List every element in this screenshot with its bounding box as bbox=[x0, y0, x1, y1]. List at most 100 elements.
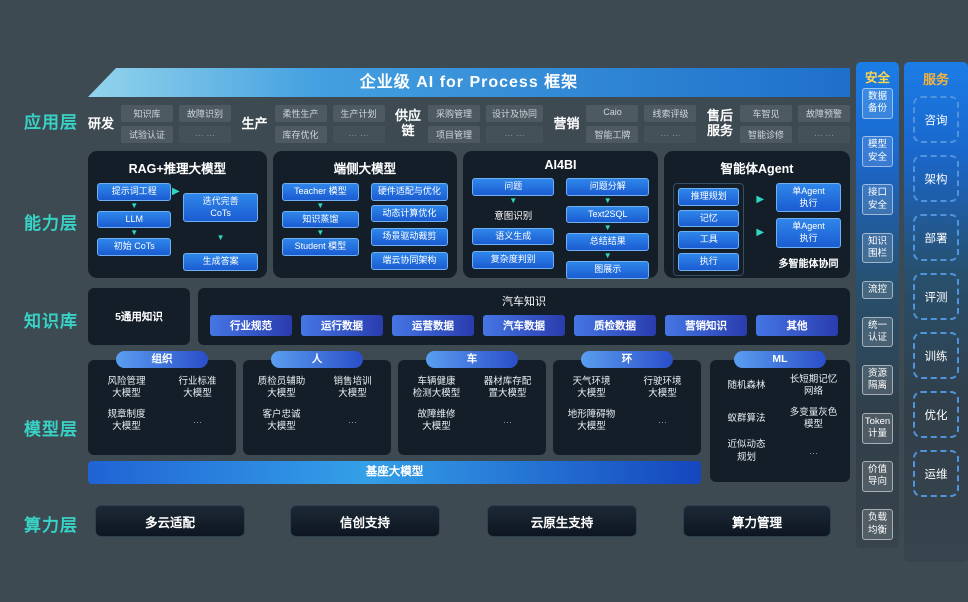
app-item: 库存优化 bbox=[274, 126, 327, 143]
ai4bi-left-column: 问题 ▼ 意图识别 语义生成 复杂度判别 bbox=[471, 178, 555, 270]
app-group-items: 柔性生产 生产计划 库存优化 … … bbox=[274, 105, 385, 143]
app-item: 车智见 bbox=[739, 105, 792, 122]
app-item: 智能工牌 bbox=[586, 126, 639, 143]
edge-left-column: Teacher 模型 ▼ 知识蒸馏 ▼ Student 模型 bbox=[281, 183, 359, 271]
agent-component: 推理规划 bbox=[678, 188, 740, 206]
app-item: 项目管理 bbox=[427, 126, 480, 143]
ai4bi-step: 复杂度判别 bbox=[471, 251, 555, 270]
arrow-down-icon: ▼ bbox=[130, 228, 139, 238]
rag-left-column: 提示词工程 ▼ LLM ▼ 初始 CoTs bbox=[97, 183, 172, 271]
security-item: 资源隔离 bbox=[862, 364, 893, 396]
model-item: 随机森林 bbox=[727, 380, 766, 392]
ai4bi-box-title: AI4BI bbox=[544, 158, 577, 172]
arrow-down-icon: ▼ bbox=[603, 195, 612, 205]
app-item: 试验认证 bbox=[121, 126, 174, 143]
ai4bi-step-text: 意图识别 bbox=[494, 210, 533, 222]
layer-label-knowledge: 知识库 bbox=[24, 312, 78, 331]
model-group-items: 风险管理 大模型 行业标准 大模型 规章制度 大模型 … bbox=[88, 360, 236, 439]
model-group-tag: 组织 bbox=[116, 351, 208, 368]
model-item: 客户忠诚 大模型 bbox=[262, 408, 301, 433]
agent-box-title: 智能体Agent bbox=[720, 162, 794, 176]
model-group-environment: 环 天气环境 大模型 行驶环境 大模型 地形障碍物 大模型 … bbox=[553, 351, 701, 455]
layer-label-model: 模型层 bbox=[24, 420, 78, 439]
model-item-more: … bbox=[192, 414, 203, 426]
auto-knowledge-title: 汽车知识 bbox=[502, 296, 546, 308]
rag-step: LLM bbox=[97, 210, 172, 229]
arrow-right-icon: ▶ bbox=[756, 226, 765, 238]
model-item: 近似动态 规划 bbox=[727, 439, 766, 463]
ai4bi-step: 总结结果 bbox=[566, 233, 649, 252]
ai4bi-step: 问题分解 bbox=[566, 178, 649, 196]
app-item-more: … … bbox=[485, 126, 543, 143]
edge-step: 知识蒸馏 bbox=[281, 210, 359, 229]
general-knowledge-box: 5通用知识 bbox=[88, 288, 190, 345]
model-group-people: 人 质检员辅助 大模型 销售培训 大模型 客户忠诚 大模型 … bbox=[243, 351, 391, 455]
model-item: 故障维修 大模型 bbox=[417, 408, 456, 433]
ai4bi-step: 问题 bbox=[471, 178, 555, 196]
app-group-label: 售后 服务 bbox=[706, 108, 733, 138]
rag-step: 迭代完善 CoTs bbox=[183, 193, 258, 223]
model-item: 规章制度 大模型 bbox=[107, 408, 146, 433]
app-item: 智能诊修 bbox=[739, 126, 792, 143]
security-column-title: 安全 bbox=[864, 71, 890, 85]
edge-model-box: 端侧大模型 Teacher 模型 ▼ 知识蒸馏 ▼ Student 模型 硬件适… bbox=[272, 151, 457, 278]
rag-right-column: 迭代完善 CoTs ▼ 生成答案 bbox=[183, 193, 258, 271]
model-item: 器材库存配 置大模型 bbox=[483, 376, 532, 400]
arrow-down-icon: ▼ bbox=[130, 200, 139, 210]
app-group-production: 生产 柔性生产 生产计划 库存优化 … … bbox=[241, 101, 385, 147]
security-items: 数据备份 模型安全 接口安全 知识围栏 流控 统一认证 资源隔离 Token计量… bbox=[856, 88, 899, 540]
arrow-down-icon: ▼ bbox=[216, 232, 225, 242]
security-item: 数据备份 bbox=[862, 88, 893, 119]
service-item: 训练 bbox=[913, 332, 959, 379]
compute-item-multicloud: 多云适配 bbox=[95, 505, 245, 537]
rag-step: 生成答案 bbox=[183, 253, 258, 271]
model-item: 车辆健康 检测大模型 bbox=[412, 376, 461, 400]
app-group-label: 生产 bbox=[241, 115, 268, 131]
model-group-tag: 车 bbox=[426, 351, 518, 368]
capability-layer-row: RAG+推理大模型 ▶ 提示词工程 ▼ LLM ▼ 初始 CoTs 迭代完善 C… bbox=[88, 151, 850, 279]
layer-label-compute: 算力层 bbox=[24, 516, 78, 535]
service-item: 优化 bbox=[913, 391, 959, 438]
app-item: 故障识别 bbox=[179, 105, 232, 122]
app-group-items: Caio 线索评级 智能工牌 … … bbox=[586, 105, 697, 143]
knowledge-pill: 质检数据 bbox=[574, 315, 656, 336]
model-group-tag: 环 bbox=[581, 351, 673, 368]
edge-step: Teacher 模型 bbox=[281, 183, 359, 201]
agent-box: 智能体Agent 推理规划 记忆 工具 执行 ▶ ▶ 单Agent 执行 单 bbox=[664, 151, 850, 278]
model-item: 行驶环境 大模型 bbox=[643, 376, 682, 400]
edge-right-column: 硬件适配与优化 动态计算优化 场景驱动裁剪 端云协同架构 bbox=[370, 183, 448, 271]
compute-item-management: 算力管理 bbox=[683, 505, 831, 537]
model-item-more: … bbox=[347, 414, 358, 426]
agent-right-column: 单Agent 执行 单Agent 执行 多智能体协同 bbox=[776, 183, 841, 271]
model-group-items: 随机森林 长短期记忆 网络 蚁群算法 多变量灰色 模型 近似动态 规划 … bbox=[710, 360, 850, 470]
rag-model-box: RAG+推理大模型 ▶ 提示词工程 ▼ LLM ▼ 初始 CoTs 迭代完善 C… bbox=[88, 151, 267, 278]
app-group-items: 知识库 故障识别 试验认证 … … bbox=[121, 105, 232, 143]
ai4bi-step: Text2SQL bbox=[566, 205, 649, 224]
agent-arrows: ▶ ▶ bbox=[756, 183, 764, 271]
model-item: 质检员辅助 大模型 bbox=[257, 376, 306, 400]
layer-label-capability: 能力层 bbox=[24, 214, 78, 233]
app-item: 知识库 bbox=[121, 105, 174, 122]
edge-step: 端云协同架构 bbox=[370, 252, 448, 270]
model-group-items: 车辆健康 检测大模型 器材库存配 置大模型 故障维修 大模型 … bbox=[398, 360, 546, 439]
security-item: 模型安全 bbox=[862, 136, 893, 167]
compute-item-cloudnative: 云原生支持 bbox=[487, 505, 637, 537]
edge-step: 场景驱动裁剪 bbox=[370, 228, 448, 247]
rag-step: 提示词工程 bbox=[97, 183, 172, 201]
service-item: 运维 bbox=[913, 450, 959, 497]
app-item: 生产计划 bbox=[332, 105, 385, 122]
framework-title-banner: 企业级 AI for Process 框架 bbox=[88, 68, 850, 97]
app-item-more: … … bbox=[644, 126, 697, 143]
app-group-items: 车智见 故障预警 智能诊修 … … bbox=[739, 105, 850, 143]
compute-item-xinchuang: 信创支持 bbox=[290, 505, 440, 537]
security-item: 接口安全 bbox=[862, 184, 893, 216]
ai4bi-right-column: 问题分解 ▼ Text2SQL ▼ 总结结果 ▼ 图展示 bbox=[566, 178, 649, 279]
rag-box-title: RAG+推理大模型 bbox=[128, 162, 227, 176]
agent-component: 记忆 bbox=[678, 209, 740, 228]
edge-box-title: 端侧大模型 bbox=[333, 162, 397, 176]
security-item: 统一认证 bbox=[862, 316, 893, 348]
security-item: Token计量 bbox=[862, 412, 893, 444]
app-group-items: 采购管理 设计及协同 项目管理 … … bbox=[427, 105, 543, 143]
knowledge-pill: 运营数据 bbox=[392, 315, 474, 336]
